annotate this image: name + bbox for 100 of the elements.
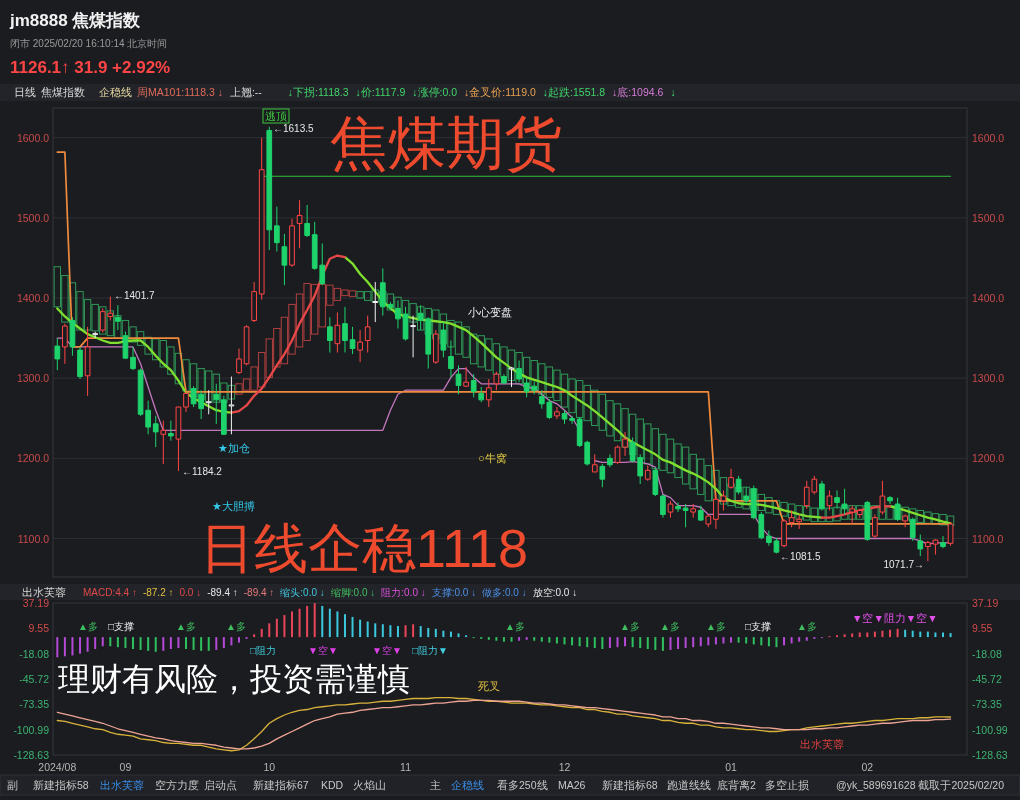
annotation: ←1401.7 [114, 289, 155, 301]
annotation: □支撑 [745, 620, 772, 632]
y2-tick-label: -128.63 [972, 749, 1008, 761]
annotation: 放空:0.0 ↓ [532, 586, 578, 598]
annotation: 1071.7→ [883, 558, 924, 570]
y-tick-label: 1600.0 [16, 131, 49, 144]
annotation: 出水芙蓉 [100, 779, 144, 791]
annotation: ▼空▼ [372, 644, 402, 656]
y-tick-label: 1200.0 [16, 452, 49, 465]
title: 出水芙蓉 [22, 586, 66, 598]
annotation: -89.4 ↑ [207, 586, 238, 598]
annotation: ▲多 [226, 620, 246, 632]
x-tick-label: 01 [725, 761, 737, 773]
annotation: 0.0 ↓ [179, 586, 202, 598]
annotation: ←1081.5 [780, 550, 821, 562]
annotation: 焦煤指数 [41, 86, 85, 98]
y-tick-label: 1100.0 [17, 532, 49, 545]
annotation: 日线 [14, 86, 36, 98]
annotation: ▲多 [78, 620, 98, 632]
annotation: 逃顶 [265, 110, 287, 122]
y2-tick-label: 1100.0 [972, 532, 1004, 545]
annotation: ▲多 [797, 620, 817, 632]
annotation: 支撑:0.0 ↓ [431, 586, 477, 598]
x-tick-label: 2024/08 [38, 761, 77, 773]
annotation: ▼空▼阻力▼空▼ [852, 612, 938, 624]
annotation: ○牛窝 [478, 452, 507, 464]
y-tick-label: 1400.0 [16, 292, 49, 304]
annotation: 新建指标58 [33, 779, 89, 791]
annotation: 企稳线 [99, 86, 132, 98]
annotation: -87.2 ↑ [142, 586, 174, 598]
annotation: 新建指标67 [253, 779, 309, 791]
y-tick-label: -128.63 [13, 749, 49, 761]
annotation: 启动点 [204, 779, 237, 791]
y2-tick-label: 37.19 [972, 597, 999, 609]
annotation: 做多:0.0 ↓ [482, 586, 527, 598]
y2-tick-label: -45.72 [972, 673, 1002, 685]
annotation: MACD:4.4 ↑ [83, 586, 137, 598]
annotation: KDD [321, 779, 344, 791]
y2-tick-label: 1500.0 [972, 211, 1005, 224]
annotation: ▲多 [176, 620, 196, 632]
annotation: ←1184.2 [182, 465, 222, 477]
annotation: -89.4 ↑ [243, 586, 275, 598]
annotation: 日线企稳1118 [200, 518, 529, 578]
annotation: ▲多 [706, 620, 726, 632]
title: jm8888 焦煤指数 [10, 10, 141, 30]
annotation: ↓价:1117.9 [355, 86, 406, 98]
annotation: 上翘:-- [229, 86, 262, 98]
annotation: 死叉 [478, 680, 500, 692]
annotation: @yk_589691628 截取于2025/02/20 [835, 779, 1004, 791]
annotation: ▲多 [660, 620, 680, 632]
subtitle: 闭市 2025/02/20 16:10:14 北京时间 [10, 37, 168, 49]
annotation: 缩脚:0.0 ↓ [330, 586, 376, 598]
annotation: ↓下拐:1118.3 [287, 86, 349, 98]
annotation: ↓涨停:0.0 [412, 86, 458, 98]
y-tick-label: 1300.0 [16, 372, 49, 385]
annotation: 底背离2 [717, 779, 756, 791]
annotation: 理财有风险，投资需谨慎 [58, 661, 410, 697]
annotation: 阻力:0.0 ↓ [381, 586, 426, 598]
y2-tick-label: 1300.0 [972, 372, 1005, 385]
annotation: 企稳线 [451, 779, 484, 791]
annotation: 副 [7, 779, 18, 791]
annotation: ★大胆搏 [212, 500, 255, 512]
y2-tick-label: 1200.0 [972, 452, 1005, 465]
x-tick-label: 09 [119, 761, 132, 773]
annotation: 主 [430, 779, 441, 791]
annotation: ▼空▼ [308, 644, 338, 656]
annotation: ★加仓 [218, 442, 250, 454]
annotation: 火焰山 [353, 779, 386, 791]
y2-tick-label: 1600.0 [972, 131, 1005, 144]
annotation: 周MA101:1118.3 ↓ [137, 86, 223, 98]
annotation: 跑道线线 [667, 779, 711, 791]
y-tick-label: 37.19 [22, 597, 49, 609]
x-tick-label: 10 [263, 761, 276, 773]
annotation: 出水芙蓉 [800, 738, 844, 750]
annotation: 焦煤期货 [330, 109, 562, 175]
annotation: ↓起跌:1551.8 [542, 86, 606, 98]
annotation: 新建指标68 [602, 779, 658, 791]
y2-tick-label: -18.08 [972, 647, 1002, 660]
y-tick-label: -73.35 [19, 698, 49, 711]
annotation: ↓底:1094.6 [612, 86, 664, 98]
y-tick-label: -100.99 [13, 723, 49, 736]
annotation: 空方力度 [155, 779, 199, 791]
y2-tick-label: 1400.0 [972, 292, 1005, 304]
annotation: 1126.1↑ 31.9 +2.92% [10, 57, 171, 77]
annotation: MA26 [558, 779, 586, 791]
annotation: 缩头:0.0 ↓ [280, 586, 325, 598]
annotation: □阻力 [250, 644, 277, 656]
annotation: ↓金叉价:1119.0 [464, 86, 536, 98]
x-tick-label: 12 [558, 761, 571, 773]
annotation: □阻力▼ [412, 644, 448, 656]
annotation: ▲多 [505, 620, 525, 632]
y-tick-label: 9.55 [28, 622, 49, 635]
y-tick-label: 1500.0 [16, 211, 49, 224]
annotation: 小心变盘 [468, 306, 512, 318]
annotation: 多空止损 [765, 779, 809, 791]
y2-tick-label: -100.99 [972, 723, 1008, 736]
y-tick-label: -45.72 [19, 673, 49, 685]
x-tick-label: 11 [400, 761, 411, 773]
annotation: ←1613.5 [273, 122, 314, 134]
annotation: ▲多 [620, 620, 640, 632]
